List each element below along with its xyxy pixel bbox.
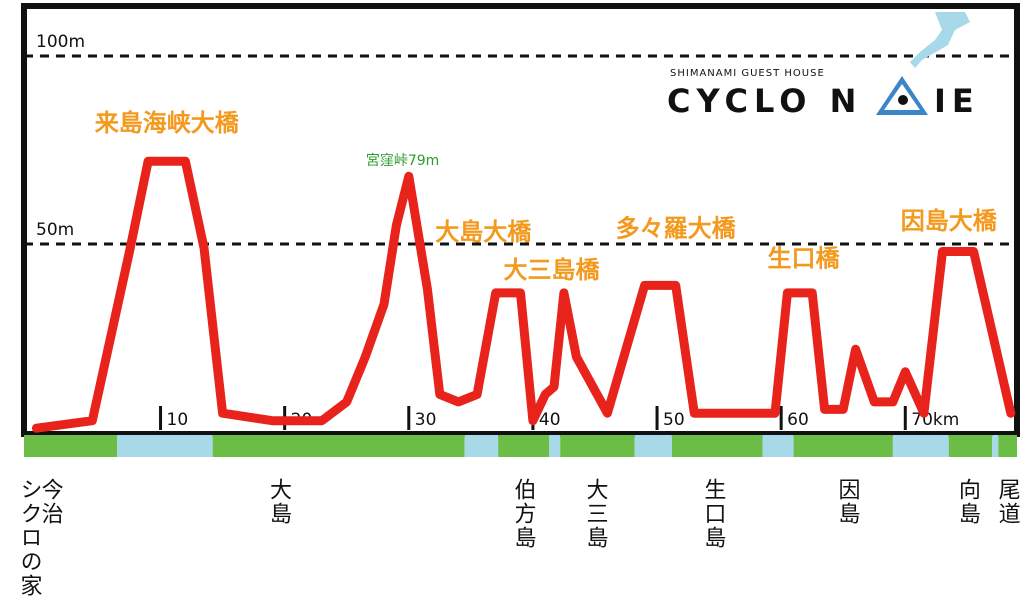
route-segment-land [498,435,550,457]
y-grid-label: 100m [36,32,85,52]
peak-label: 宮窪峠79m [366,152,439,169]
place-label: 生口島 [700,478,725,550]
x-tick-label: 40 [539,410,561,430]
route-segment-land [948,435,993,457]
place-label: 大三島 [582,478,608,550]
bridge-label: 生口橋 [768,245,841,273]
route-segment-land [793,435,893,457]
x-tick-label: 70km [911,410,959,430]
place-label: 尾道 [995,478,1021,526]
logo-big-text-right: IE [934,82,980,120]
route-segment-land [671,435,763,457]
y-grid-label: 50m [36,220,74,240]
elevation-line [31,156,1016,433]
route-segment-sea [549,435,561,457]
bridge-label: 因島大橋 [901,207,998,235]
route-segment-sea [892,435,949,457]
route-segment-sea [762,435,794,457]
logo: SHIMANAMI GUEST HOUSE CYCLO N IE [667,12,980,120]
place-label: シクロの家 [16,478,41,598]
route-segment-land [212,435,465,457]
logo-island-icon [910,12,970,68]
place-label: 向島 [955,478,980,526]
route-segment-sea [117,435,213,457]
route-segment-sea [992,435,999,457]
bridge-label: 多々羅大橋 [616,214,737,242]
place-label: 大島 [266,478,292,526]
x-tick-label: 30 [415,410,437,430]
route-segment-sea [634,435,672,457]
x-tick-label: 10 [167,410,189,430]
route-segment-land [998,435,1017,457]
logo-big-text-left: CYCLO N [667,82,862,120]
place-label: 今治 [38,478,64,526]
route-band [24,435,1017,457]
x-tick-label: 50 [663,410,685,430]
plot-frame [21,3,1020,437]
place-label: 伯方島 [510,478,536,550]
place-label: 因島 [834,478,859,526]
grid: 100m 50m [24,32,1017,246]
route-segment-land [24,435,118,457]
logo-small-text: SHIMANAMI GUEST HOUSE [670,68,825,79]
x-tick-label: 60 [787,410,809,430]
route-segment-sea [464,435,499,457]
logo-dot [898,95,908,105]
bridge-label: 来島海峡大橋 [95,109,240,137]
route-segment-land [560,435,635,457]
bridge-label: 大三島橋 [504,256,601,284]
bridge-label: 大島大橋 [435,218,532,246]
